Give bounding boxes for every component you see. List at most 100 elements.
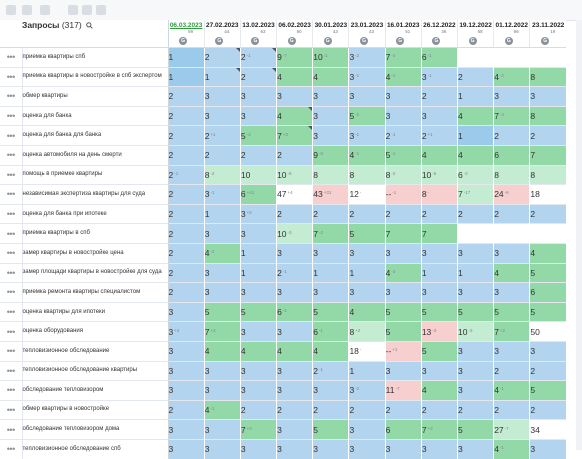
position-cell[interactable]: 9-7 xyxy=(276,47,313,68)
position-cell[interactable]: 3 xyxy=(203,419,241,440)
position-cell[interactable]: 4 xyxy=(312,66,349,87)
position-cell[interactable]: 7-17 xyxy=(456,184,494,205)
position-cell[interactable]: 7+3 xyxy=(276,125,313,146)
position-cell[interactable]: 3 xyxy=(239,321,277,342)
position-cell[interactable]: 3 xyxy=(456,340,494,361)
position-cell[interactable]: 3 xyxy=(348,419,386,440)
position-cell[interactable]: 3 xyxy=(493,86,530,107)
position-cell[interactable]: 3 xyxy=(276,321,313,342)
position-cell[interactable]: 6-1 xyxy=(312,321,349,342)
position-cell[interactable]: 8 xyxy=(348,164,386,185)
row-menu-icon[interactable]: ••• xyxy=(0,242,23,264)
position-cell[interactable]: 3 xyxy=(529,438,567,459)
row-menu-icon[interactable]: ••• xyxy=(0,125,23,146)
position-cell[interactable]: 1 xyxy=(203,203,241,224)
position-cell[interactable]: 3 xyxy=(420,360,458,381)
position-cell[interactable]: 4 xyxy=(203,340,241,361)
position-cell[interactable]: 3+2 xyxy=(167,321,205,342)
position-cell[interactable]: 4 xyxy=(312,340,349,361)
position-cell[interactable]: 4 xyxy=(529,242,567,264)
row-menu-icon[interactable]: ••• xyxy=(0,105,23,126)
position-cell[interactable]: 10-3 xyxy=(456,321,494,342)
position-cell[interactable]: 7 xyxy=(529,144,567,166)
position-cell[interactable]: 2 xyxy=(420,399,458,420)
position-cell[interactable]: 3 xyxy=(420,282,458,303)
position-cell[interactable]: 3 xyxy=(239,86,277,107)
row-menu-icon[interactable]: ••• xyxy=(0,321,23,342)
position-cell[interactable]: 5 xyxy=(420,301,458,322)
position-cell[interactable]: 10-3 xyxy=(276,223,313,244)
position-cell[interactable]: 3 xyxy=(456,360,494,381)
position-cell[interactable]: 1 xyxy=(167,66,205,87)
row-menu-icon[interactable]: ••• xyxy=(0,184,23,205)
position-cell[interactable]: 1 xyxy=(239,242,277,264)
position-cell[interactable]: 2 xyxy=(167,399,205,420)
position-cell[interactable]: 3 xyxy=(276,282,313,303)
position-cell[interactable]: 4-2 xyxy=(203,242,241,264)
position-cell[interactable]: 3 xyxy=(239,282,277,303)
position-cell[interactable]: 4-1 xyxy=(203,399,241,420)
date-column-header[interactable]: 13.02.2023 G63 xyxy=(239,20,277,48)
position-cell[interactable]: 4 xyxy=(276,340,313,361)
position-cell[interactable]: 1 xyxy=(420,262,458,283)
position-cell[interactable]: 2 xyxy=(456,203,494,224)
position-cell[interactable]: 3 xyxy=(203,438,241,459)
position-cell[interactable]: 7-4 xyxy=(493,105,530,126)
position-cell[interactable]: 3 xyxy=(312,86,349,107)
position-cell[interactable]: 7 xyxy=(420,223,458,244)
position-cell[interactable]: 4-1 xyxy=(348,144,386,166)
position-cell[interactable] xyxy=(529,47,567,68)
position-cell[interactable]: 3 xyxy=(276,360,313,381)
position-cell[interactable]: 5 xyxy=(312,419,349,440)
position-cell[interactable]: 2 xyxy=(493,399,530,420)
position-cell[interactable]: 8 xyxy=(529,66,567,87)
position-cell[interactable]: 8- xyxy=(420,184,458,205)
position-cell[interactable]: 3 xyxy=(203,380,241,401)
position-cell[interactable]: 3 xyxy=(312,242,349,264)
position-cell[interactable]: 5 xyxy=(493,301,530,322)
position-cell[interactable]: 2 xyxy=(167,282,205,303)
position-cell[interactable]: 3 xyxy=(384,86,422,107)
position-cell[interactable]: 2 xyxy=(203,144,241,166)
position-cell[interactable]: 4 xyxy=(239,340,277,361)
position-cell[interactable]: 1 xyxy=(456,262,494,283)
position-cell[interactable]: 8 xyxy=(493,164,530,185)
position-cell[interactable]: 3 xyxy=(276,419,313,440)
position-cell[interactable]: 3 xyxy=(529,340,567,361)
position-cell[interactable]: 4 xyxy=(456,105,494,126)
position-cell[interactable]: 2 xyxy=(239,399,277,420)
position-cell[interactable]: 5-2 xyxy=(348,105,386,126)
position-cell[interactable]: 3 xyxy=(276,380,313,401)
position-cell[interactable]: 2 xyxy=(167,125,205,146)
row-menu-icon[interactable]: ••• xyxy=(0,66,23,87)
position-cell[interactable]: 2 xyxy=(312,203,349,224)
chart-icon[interactable] xyxy=(68,5,78,15)
position-cell[interactable]: 5 xyxy=(239,301,277,322)
position-cell[interactable]: 7+2 xyxy=(493,321,530,342)
position-cell[interactable]: 5 xyxy=(456,301,494,322)
position-cell[interactable]: 9-8 xyxy=(312,144,349,166)
position-cell[interactable]: 7-2 xyxy=(312,223,349,244)
search-icon[interactable] xyxy=(86,21,93,31)
position-cell[interactable]: 2 xyxy=(167,203,205,224)
position-cell[interactable]: 4 xyxy=(456,144,494,166)
position-cell[interactable]: 3 xyxy=(203,282,241,303)
position-cell[interactable]: 10 xyxy=(239,164,277,185)
position-cell[interactable]: 2 xyxy=(167,223,205,244)
position-cell[interactable]: 5 xyxy=(348,223,386,244)
position-cell[interactable]: 6 xyxy=(493,144,530,166)
position-cell[interactable]: 7+4 xyxy=(239,419,277,440)
position-cell[interactable]: 2 xyxy=(493,203,530,224)
position-cell[interactable]: 3 xyxy=(239,105,277,126)
date-column-header[interactable]: 16.01.2023 G51 xyxy=(384,20,422,48)
position-cell[interactable]: 3 xyxy=(203,86,241,107)
position-cell[interactable]: 1 xyxy=(167,47,205,68)
position-cell[interactable]: 3 xyxy=(276,86,313,107)
date-column-header[interactable]: 27.02.2023 G44 xyxy=(203,20,241,48)
position-cell[interactable]: 5 xyxy=(384,301,422,322)
position-cell[interactable]: 3 xyxy=(493,340,530,361)
position-cell[interactable]: 2 xyxy=(312,399,349,420)
position-cell[interactable]: 13-3 xyxy=(420,321,458,342)
position-cell[interactable]: 3 xyxy=(203,223,241,244)
position-cell[interactable]: 3-2 xyxy=(348,380,386,401)
